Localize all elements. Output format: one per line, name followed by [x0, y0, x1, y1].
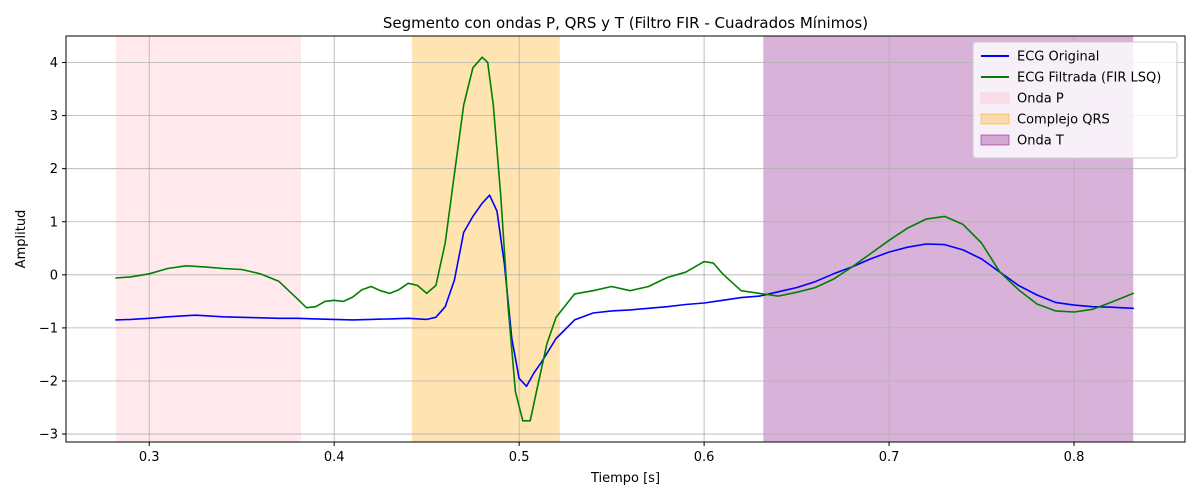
- legend-item-ecg-filtrada-fir-lsq: ECG Filtrada (FIR LSQ): [981, 71, 1161, 86]
- y-tick-label: −2: [39, 374, 58, 389]
- x-tick-label: 0.8: [1064, 450, 1085, 465]
- legend-swatch: [980, 92, 1010, 104]
- x-tick-label: 0.4: [324, 450, 345, 465]
- legend-box: [972, 41, 1178, 159]
- region-complejo-qrs: [411, 36, 560, 442]
- y-tick-label: 0: [50, 268, 58, 283]
- x-tick-label: 0.6: [694, 450, 715, 465]
- y-tick-label: 2: [50, 162, 58, 177]
- series-lines: [115, 56, 1134, 422]
- x-tick-label: 0.5: [509, 450, 530, 465]
- y-tick-label: −1: [39, 321, 58, 336]
- x-tick-label: 0.3: [139, 450, 160, 465]
- y-tick-label: 4: [50, 56, 58, 71]
- legend-item-ecg-original: ECG Original: [981, 50, 1099, 65]
- y-tick-label: −3: [39, 428, 58, 443]
- y-tick-label: 1: [50, 215, 58, 230]
- highlight-regions: [115, 36, 1134, 442]
- legend-label: Onda P: [1017, 92, 1064, 107]
- legend-label: Onda T: [1017, 134, 1064, 149]
- y-tick-label: 3: [50, 109, 58, 124]
- axes: 0.3 0.4 0.5 0.6 0.7 0.8 −3 −2 −1 0 1 2 3 4: [39, 35, 1186, 465]
- legend-label: Complejo QRS: [1017, 113, 1110, 128]
- legend-swatch: [980, 113, 1010, 125]
- chart-title: Segmento con ondas P, QRS y T (Filtro FI…: [383, 14, 868, 32]
- x-axis-title: Tiempo [s]: [590, 471, 660, 486]
- x-tick-label: 0.7: [879, 450, 900, 465]
- y-axis-title: Amplitud: [14, 210, 29, 269]
- legend-label: ECG Filtrada (FIR LSQ): [1017, 71, 1161, 86]
- series-line-ecg-filtrada-fir-lsq: [115, 56, 1134, 422]
- legend-item-complejo-qrs: Complejo QRS: [980, 113, 1110, 128]
- plot-frame: [65, 35, 1186, 443]
- legend: ECG Original ECG Filtrada (FIR LSQ) Onda P…: [972, 41, 1178, 159]
- series-line-ecg-original: [115, 194, 1134, 388]
- region-onda-p: [115, 36, 301, 442]
- legend-item-onda-p: Onda P: [980, 92, 1064, 107]
- legend-swatch: [980, 134, 1010, 146]
- legend-item-onda-t: Onda T: [980, 134, 1064, 149]
- legend-label: ECG Original: [1017, 50, 1099, 65]
